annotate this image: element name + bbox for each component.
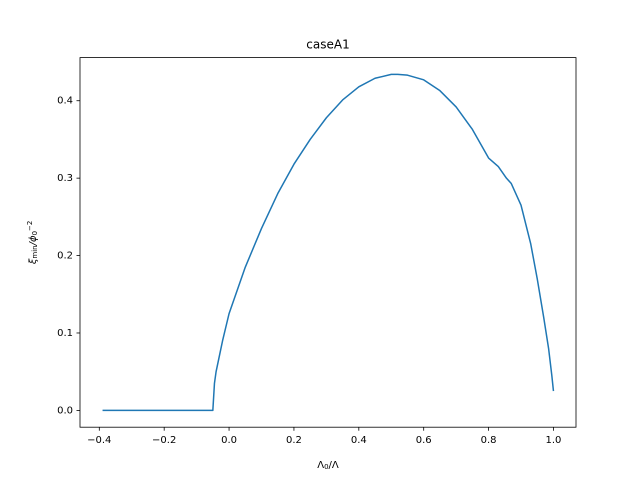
- plot-frame: [79, 57, 577, 428]
- y-tick-label: 0.3: [57, 173, 73, 184]
- y-tick-label: 0.1: [57, 328, 73, 339]
- label-part: 0: [324, 463, 328, 471]
- x-tick-label: 0.4: [351, 435, 367, 446]
- label-part: 0: [31, 231, 39, 235]
- data-line: [102, 73, 555, 412]
- x-tick-label: 1.0: [546, 435, 562, 446]
- y-tick-label: 0.0: [57, 405, 73, 416]
- y-tick-label: 0.2: [57, 251, 73, 262]
- x-tick-label: −0.4: [87, 435, 111, 446]
- x-tick-label: 0.8: [481, 435, 497, 446]
- x-tick-label: 0.2: [286, 435, 302, 446]
- label-part: min: [31, 245, 39, 258]
- label-part: −2: [26, 221, 34, 231]
- y-tick-label: 0.4: [57, 96, 73, 107]
- label-part: /ϕ: [28, 235, 39, 246]
- x-tick-label: 0.0: [221, 435, 237, 446]
- x-tick-label: −0.2: [152, 435, 176, 446]
- chart-title: caseA1: [306, 38, 349, 52]
- y-label: ξmin/ϕ0−2: [26, 221, 39, 266]
- x-tick-label: 0.6: [416, 435, 432, 446]
- x-label: Λ0/Λ: [317, 460, 339, 471]
- label-part: Λ: [317, 460, 324, 471]
- label-part: /Λ: [329, 460, 339, 471]
- label-part: ξ: [28, 258, 39, 265]
